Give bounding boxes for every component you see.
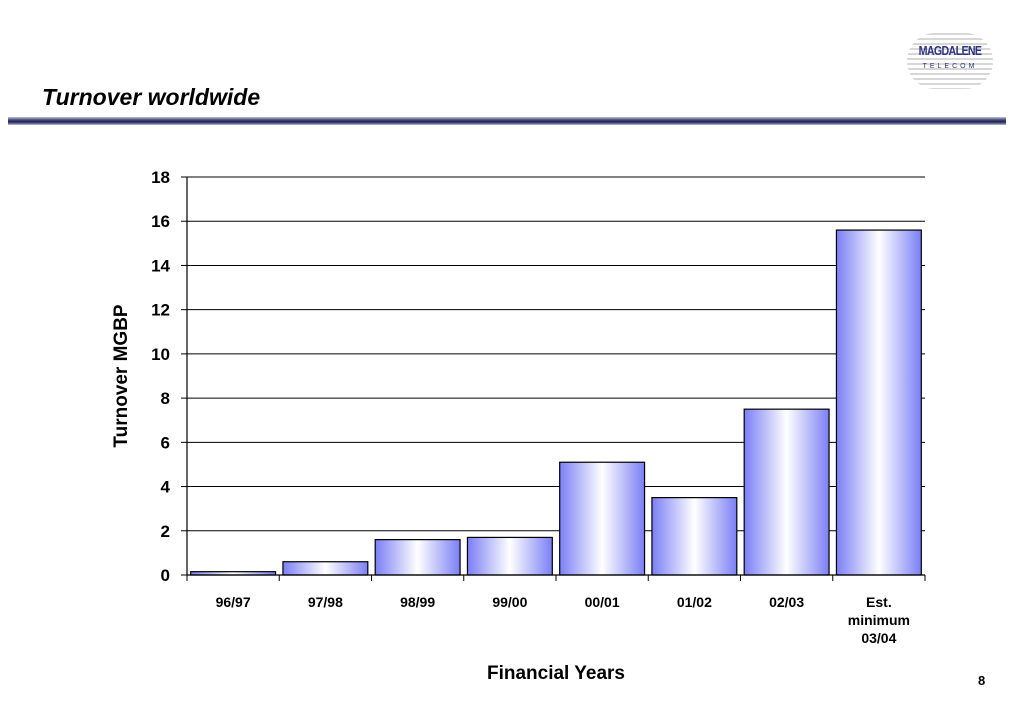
x-tick-label: 00/01 bbox=[585, 594, 620, 610]
y-axis-title: Turnover MGBP bbox=[111, 304, 132, 448]
bar-99-00 bbox=[466, 536, 553, 576]
y-tick-label: 0 bbox=[161, 566, 170, 585]
logo-subtitle: TELECOM bbox=[922, 63, 978, 70]
axes bbox=[181, 176, 926, 581]
y-tick-label: 16 bbox=[151, 212, 170, 231]
y-tick-label: 10 bbox=[151, 345, 170, 364]
company-logo: MAGDALENE TELECOM bbox=[907, 33, 993, 89]
page-number: 8 bbox=[978, 673, 986, 688]
bar-02-03 bbox=[743, 408, 830, 576]
x-tick-label: 96/97 bbox=[216, 594, 251, 610]
bars bbox=[190, 229, 922, 576]
x-tick-label: minimum bbox=[848, 612, 910, 628]
axis-labels: 0 2 4 6 8 10 12 14 16 18 96/97 97/98 98/99 99/00 00/01… bbox=[111, 168, 910, 684]
x-tick-label: 01/02 bbox=[677, 594, 712, 610]
y-tick-label: 8 bbox=[161, 389, 170, 408]
logo-stripes bbox=[907, 33, 993, 89]
x-tick-label: 97/98 bbox=[308, 594, 343, 610]
y-tick-label: 6 bbox=[161, 433, 170, 452]
y-tick-label: 14 bbox=[151, 256, 170, 275]
bar-est-minimum-03-04 bbox=[835, 229, 922, 576]
slide-title: Turnover worldwide bbox=[42, 84, 261, 110]
y-tick-label: 2 bbox=[161, 522, 170, 541]
x-tick-label: 03/04 bbox=[861, 630, 896, 646]
y-tick-label: 12 bbox=[151, 301, 170, 320]
bar-98-99 bbox=[374, 539, 461, 576]
x-axis-title: Financial Years bbox=[487, 663, 625, 684]
bar-97-98 bbox=[282, 561, 369, 576]
y-tick-label: 18 bbox=[151, 168, 170, 187]
bar-01-02 bbox=[651, 497, 738, 576]
x-tick-label: 98/99 bbox=[400, 594, 435, 610]
x-tick-label: 99/00 bbox=[492, 594, 527, 610]
x-tick-label: Est. bbox=[866, 594, 892, 610]
title-rule bbox=[8, 117, 1006, 125]
bar-00-01 bbox=[559, 461, 646, 576]
logo-name: MAGDALENE bbox=[918, 43, 982, 58]
y-tick-label: 4 bbox=[161, 478, 171, 497]
x-tick-label: 02/03 bbox=[769, 594, 804, 610]
